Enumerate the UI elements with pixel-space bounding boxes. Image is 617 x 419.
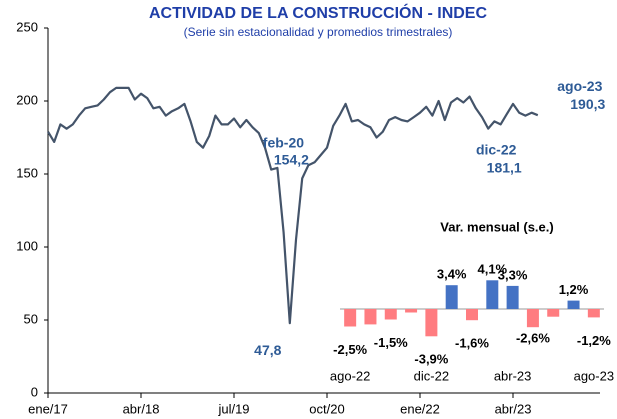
annotation-value: 190,3 [570, 96, 605, 112]
annotation-value: 47,8 [254, 342, 281, 358]
x-tick-label: oct/20 [309, 401, 344, 416]
inset-category-label: ago-23 [574, 368, 614, 383]
x-tick-label: abr/18 [123, 401, 160, 416]
bar [425, 309, 438, 337]
bar-label: -1,6% [455, 336, 489, 351]
bar [567, 300, 580, 309]
y-tick-label: 0 [31, 384, 38, 399]
chart-subtitle: (Serie sin estacionalidad y promedios tr… [184, 25, 453, 39]
bar [506, 285, 519, 309]
bar [384, 309, 397, 320]
annotation-value: 154,2 [274, 152, 309, 168]
data-line [47, 86, 539, 325]
bar [466, 309, 478, 321]
bar [445, 285, 458, 309]
x-tick-label: ene/22 [400, 401, 440, 416]
annotation-date: dic-22 [476, 141, 517, 157]
inset-category-label: ago-22 [330, 368, 370, 383]
bar-label: 3,3% [498, 267, 528, 282]
bar-label: -3,9% [414, 352, 448, 367]
x-tick-label: ene/17 [28, 401, 68, 416]
x-tick-label: abr/23 [495, 401, 532, 416]
annotation-date: ago-23 [557, 78, 602, 94]
bar-label: 1,2% [559, 282, 589, 297]
bar [364, 309, 377, 325]
annotation-value: 181,1 [487, 159, 522, 175]
bar-label: -1,2% [577, 333, 611, 348]
y-tick-label: 200 [16, 92, 38, 107]
y-tick-label: 150 [16, 165, 38, 180]
bar-label: 3,4% [437, 267, 467, 282]
bar [486, 280, 499, 309]
x-tick-label: jul/19 [217, 401, 249, 416]
inset-category-label: dic-22 [414, 368, 449, 383]
bar [526, 309, 539, 328]
annotation-date: feb-20 [263, 135, 304, 151]
bar [405, 309, 418, 313]
y-tick-label: 100 [16, 238, 38, 253]
y-tick-label: 250 [16, 19, 38, 34]
bar [587, 309, 600, 318]
bar [547, 309, 560, 317]
inset-category-label: abr-23 [494, 368, 532, 383]
bar [344, 309, 357, 327]
y-tick-label: 50 [24, 311, 38, 326]
bar-label: 4,1% [477, 262, 507, 277]
bar-label: -2,5% [333, 342, 367, 357]
chart-title: ACTIVIDAD DE LA CONSTRUCCIÓN - INDEC [149, 3, 488, 22]
bar-label: -1,5% [374, 335, 408, 350]
bar-label: -2,6% [516, 331, 550, 346]
inset-title: Var. mensual (s.e.) [440, 219, 553, 234]
